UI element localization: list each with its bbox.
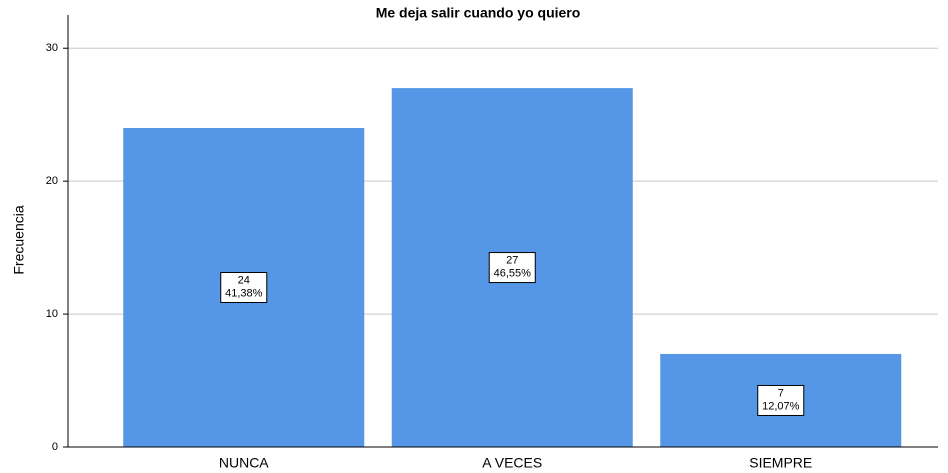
data-label: 24	[238, 274, 250, 286]
x-tick-label: A VECES	[482, 455, 542, 471]
data-label-box	[220, 271, 268, 303]
x-tick-label: SIEMPRE	[749, 455, 812, 471]
y-tick-label: 0	[52, 441, 58, 453]
data-label-percent: 12,07%	[762, 400, 800, 412]
y-axis-label: Frecuencia	[11, 205, 27, 274]
data-label-percent: 41,38%	[225, 287, 263, 299]
data-label-box	[488, 252, 536, 284]
y-tick-label: 10	[46, 308, 58, 320]
chart-title: Me deja salir cuando yo quiero	[376, 5, 581, 21]
data-label-percent: 46,55%	[494, 267, 532, 279]
y-tick-label: 30	[46, 42, 58, 54]
x-tick-label: NUNCA	[219, 455, 269, 471]
data-label-box	[757, 384, 805, 416]
data-label: 27	[506, 254, 518, 266]
data-label: 7	[778, 387, 784, 399]
y-tick-label: 20	[46, 175, 58, 187]
